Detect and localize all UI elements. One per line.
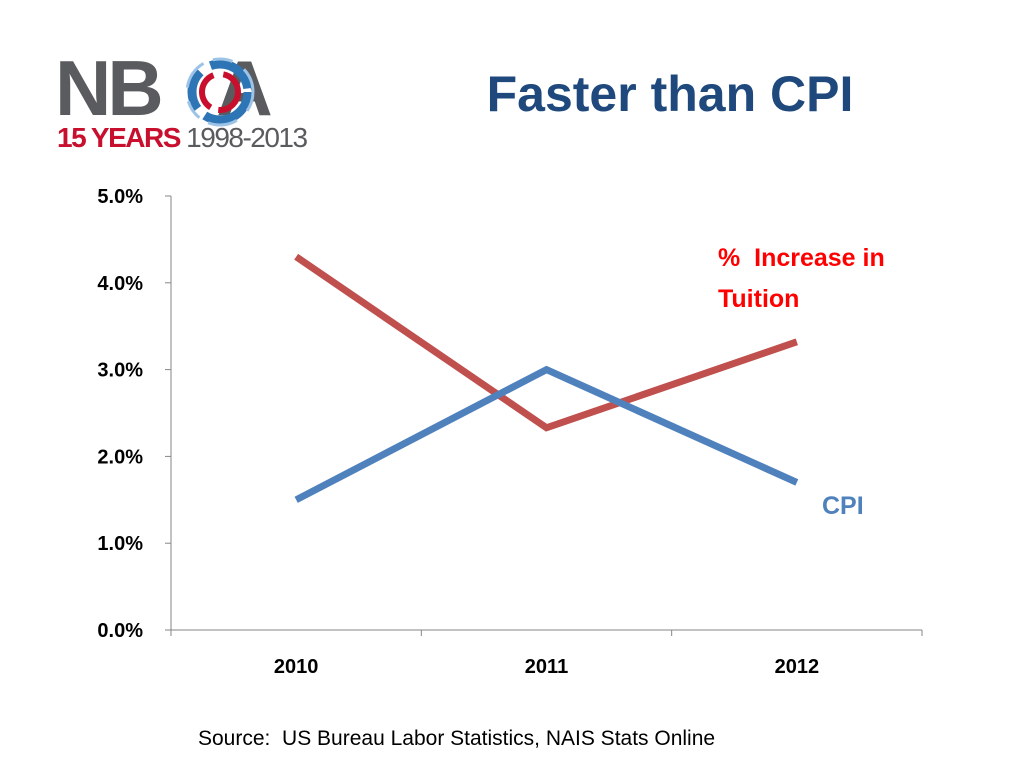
series-line bbox=[294, 253, 798, 432]
x-tick-labels: 2010 2011 2012 bbox=[274, 656, 819, 678]
x-tick-label: 2012 bbox=[775, 656, 820, 678]
logo-range: 1998-2013 bbox=[186, 122, 308, 153]
logo-years: 15 YEARS bbox=[57, 122, 181, 153]
slide-title: Faster than CPI bbox=[486, 66, 854, 122]
y-tick-label: 5.0% bbox=[97, 186, 143, 208]
y-tick-label: 4.0% bbox=[97, 273, 143, 295]
logo-subtitle: 15 YEARS 1998-2013 bbox=[57, 122, 308, 154]
logo-ring-icon bbox=[185, 57, 255, 127]
x-tick-label: 2011 bbox=[525, 656, 568, 678]
chart-axes bbox=[165, 195, 923, 636]
source-note: Source: US Bureau Labor Statistics, NAIS… bbox=[198, 727, 716, 750]
y-tick-labels: 0.0% 1.0% 2.0% 3.0% 4.0% 5.0% bbox=[97, 186, 143, 642]
series-labels: % Increase in Tuition CPI bbox=[718, 244, 885, 520]
series-line bbox=[294, 365, 799, 503]
y-tick-label: 3.0% bbox=[97, 360, 143, 382]
x-tick-label: 2010 bbox=[274, 656, 319, 678]
y-tick-label: 1.0% bbox=[97, 533, 143, 555]
nboa-logo: NBOA 15 YEARS 1998-2013 bbox=[55, 44, 308, 158]
y-tick-label: 0.0% bbox=[97, 620, 143, 642]
series-label: CPI bbox=[822, 492, 864, 520]
series-label: % Increase in bbox=[718, 244, 885, 272]
series-lines bbox=[294, 253, 799, 503]
series-label: Tuition bbox=[718, 285, 799, 313]
y-tick-label: 2.0% bbox=[97, 446, 143, 468]
logo-letter-n: N bbox=[55, 44, 111, 132]
logo-letter-b: B bbox=[107, 44, 163, 132]
